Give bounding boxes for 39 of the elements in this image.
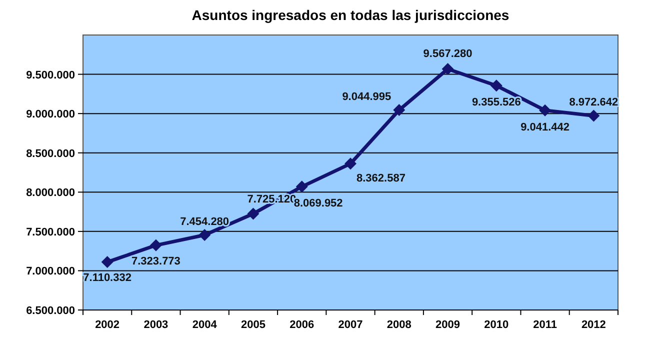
point [490, 80, 502, 92]
y-tick-label: 7.000.000 [26, 266, 75, 278]
y-tick-label: 8.000.000 [26, 187, 75, 200]
point [150, 239, 162, 252]
data-label: 7.454.280 [180, 216, 230, 228]
x-tick-label: 2012 [581, 319, 606, 331]
point [101, 256, 114, 268]
data-label: 8.069.952 [294, 198, 343, 210]
y-tick-label: 7.500.000 [26, 226, 75, 238]
data-label: 9.041.442 [520, 121, 570, 134]
x-tick-label: 2010 [484, 319, 509, 331]
data-label: 9.567.280 [423, 48, 472, 60]
x-tick-label: 2005 [240, 319, 266, 331]
point [393, 104, 406, 116]
data-label: 7.110.332 [83, 272, 132, 284]
point [247, 208, 260, 220]
point [588, 110, 600, 122]
point [344, 158, 356, 170]
x-tick-label: 2002 [95, 319, 120, 331]
x-tick-label: 2011 [533, 319, 557, 331]
x-tick-label: 2003 [144, 319, 168, 331]
y-tick-label: 6.500.000 [26, 305, 75, 317]
data-label: 7.323.773 [131, 255, 180, 268]
data-label: 9.044.995 [342, 91, 392, 104]
chart-title: Asuntos ingresados en todas las jurisdicciones [192, 7, 510, 23]
point [296, 180, 308, 193]
y-tick-label: 9.000.000 [26, 108, 75, 121]
point [539, 104, 552, 116]
y-tick-label: 8.500.000 [26, 148, 75, 160]
x-tick-label: 2006 [290, 319, 314, 331]
x-tick-label: 2009 [436, 319, 460, 331]
data-label: 9.355.526 [472, 96, 521, 109]
y-tick-label: 9.500.000 [26, 69, 75, 82]
data-label: 8.362.587 [356, 172, 406, 185]
x-tick-label: 2007 [338, 319, 363, 331]
x-tick-label: 2004 [192, 319, 218, 331]
x-tick-label: 2008 [386, 319, 412, 331]
point [198, 229, 211, 242]
point [442, 63, 454, 75]
